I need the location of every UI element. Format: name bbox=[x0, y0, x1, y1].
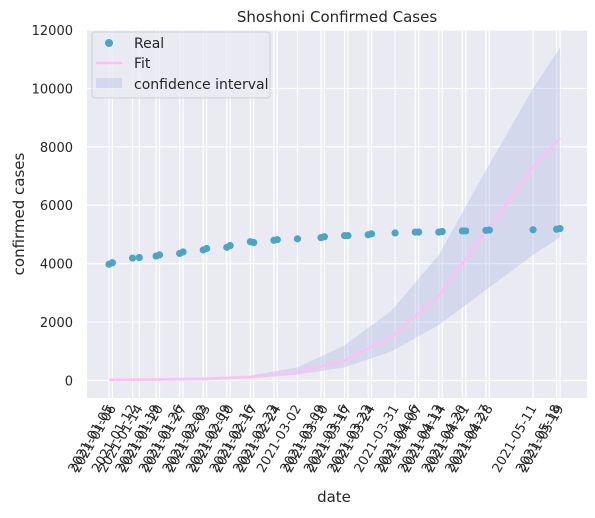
y-tick-label: 2000 bbox=[40, 316, 73, 331]
real-point bbox=[344, 232, 352, 240]
legend-box bbox=[91, 31, 271, 99]
y-tick-label: 0 bbox=[65, 374, 73, 389]
real-point bbox=[529, 226, 537, 234]
real-point bbox=[462, 227, 470, 235]
fit-line bbox=[108, 137, 561, 382]
real-point bbox=[320, 233, 329, 241]
real-point bbox=[438, 227, 446, 236]
legend-real-marker bbox=[105, 39, 113, 47]
y-tick-label: 12000 bbox=[32, 24, 73, 39]
y-tick-label: 8000 bbox=[40, 141, 73, 156]
confidence-band bbox=[109, 47, 560, 381]
real-point bbox=[415, 228, 423, 236]
legend-fit-label: Fit bbox=[134, 56, 151, 72]
legend: Real Fit confidence interval bbox=[91, 31, 271, 99]
real-point bbox=[293, 235, 302, 243]
real-point bbox=[108, 259, 116, 267]
real-point bbox=[128, 254, 137, 262]
y-tick-label: 10000 bbox=[32, 82, 73, 97]
real-point bbox=[556, 225, 564, 233]
real-point bbox=[135, 253, 143, 262]
legend-real-label: Real bbox=[134, 36, 164, 52]
x-axis-label: date bbox=[317, 488, 351, 506]
chart-title: Shoshoni Confirmed Cases bbox=[237, 8, 437, 26]
real-point bbox=[250, 239, 258, 247]
y-axis-label: confirmed cases bbox=[10, 152, 28, 275]
legend-band-label: confidence interval bbox=[134, 77, 268, 93]
real-point bbox=[226, 241, 234, 250]
real-point bbox=[485, 226, 493, 234]
legend-band-swatch bbox=[96, 78, 122, 88]
real-point bbox=[367, 230, 376, 238]
real-point bbox=[391, 229, 399, 237]
real-point bbox=[179, 248, 187, 256]
y-tick-label: 4000 bbox=[40, 258, 73, 273]
real-point bbox=[273, 236, 281, 244]
real-point bbox=[155, 251, 164, 259]
real-point bbox=[203, 244, 211, 253]
y-tick-label: 6000 bbox=[40, 199, 73, 214]
